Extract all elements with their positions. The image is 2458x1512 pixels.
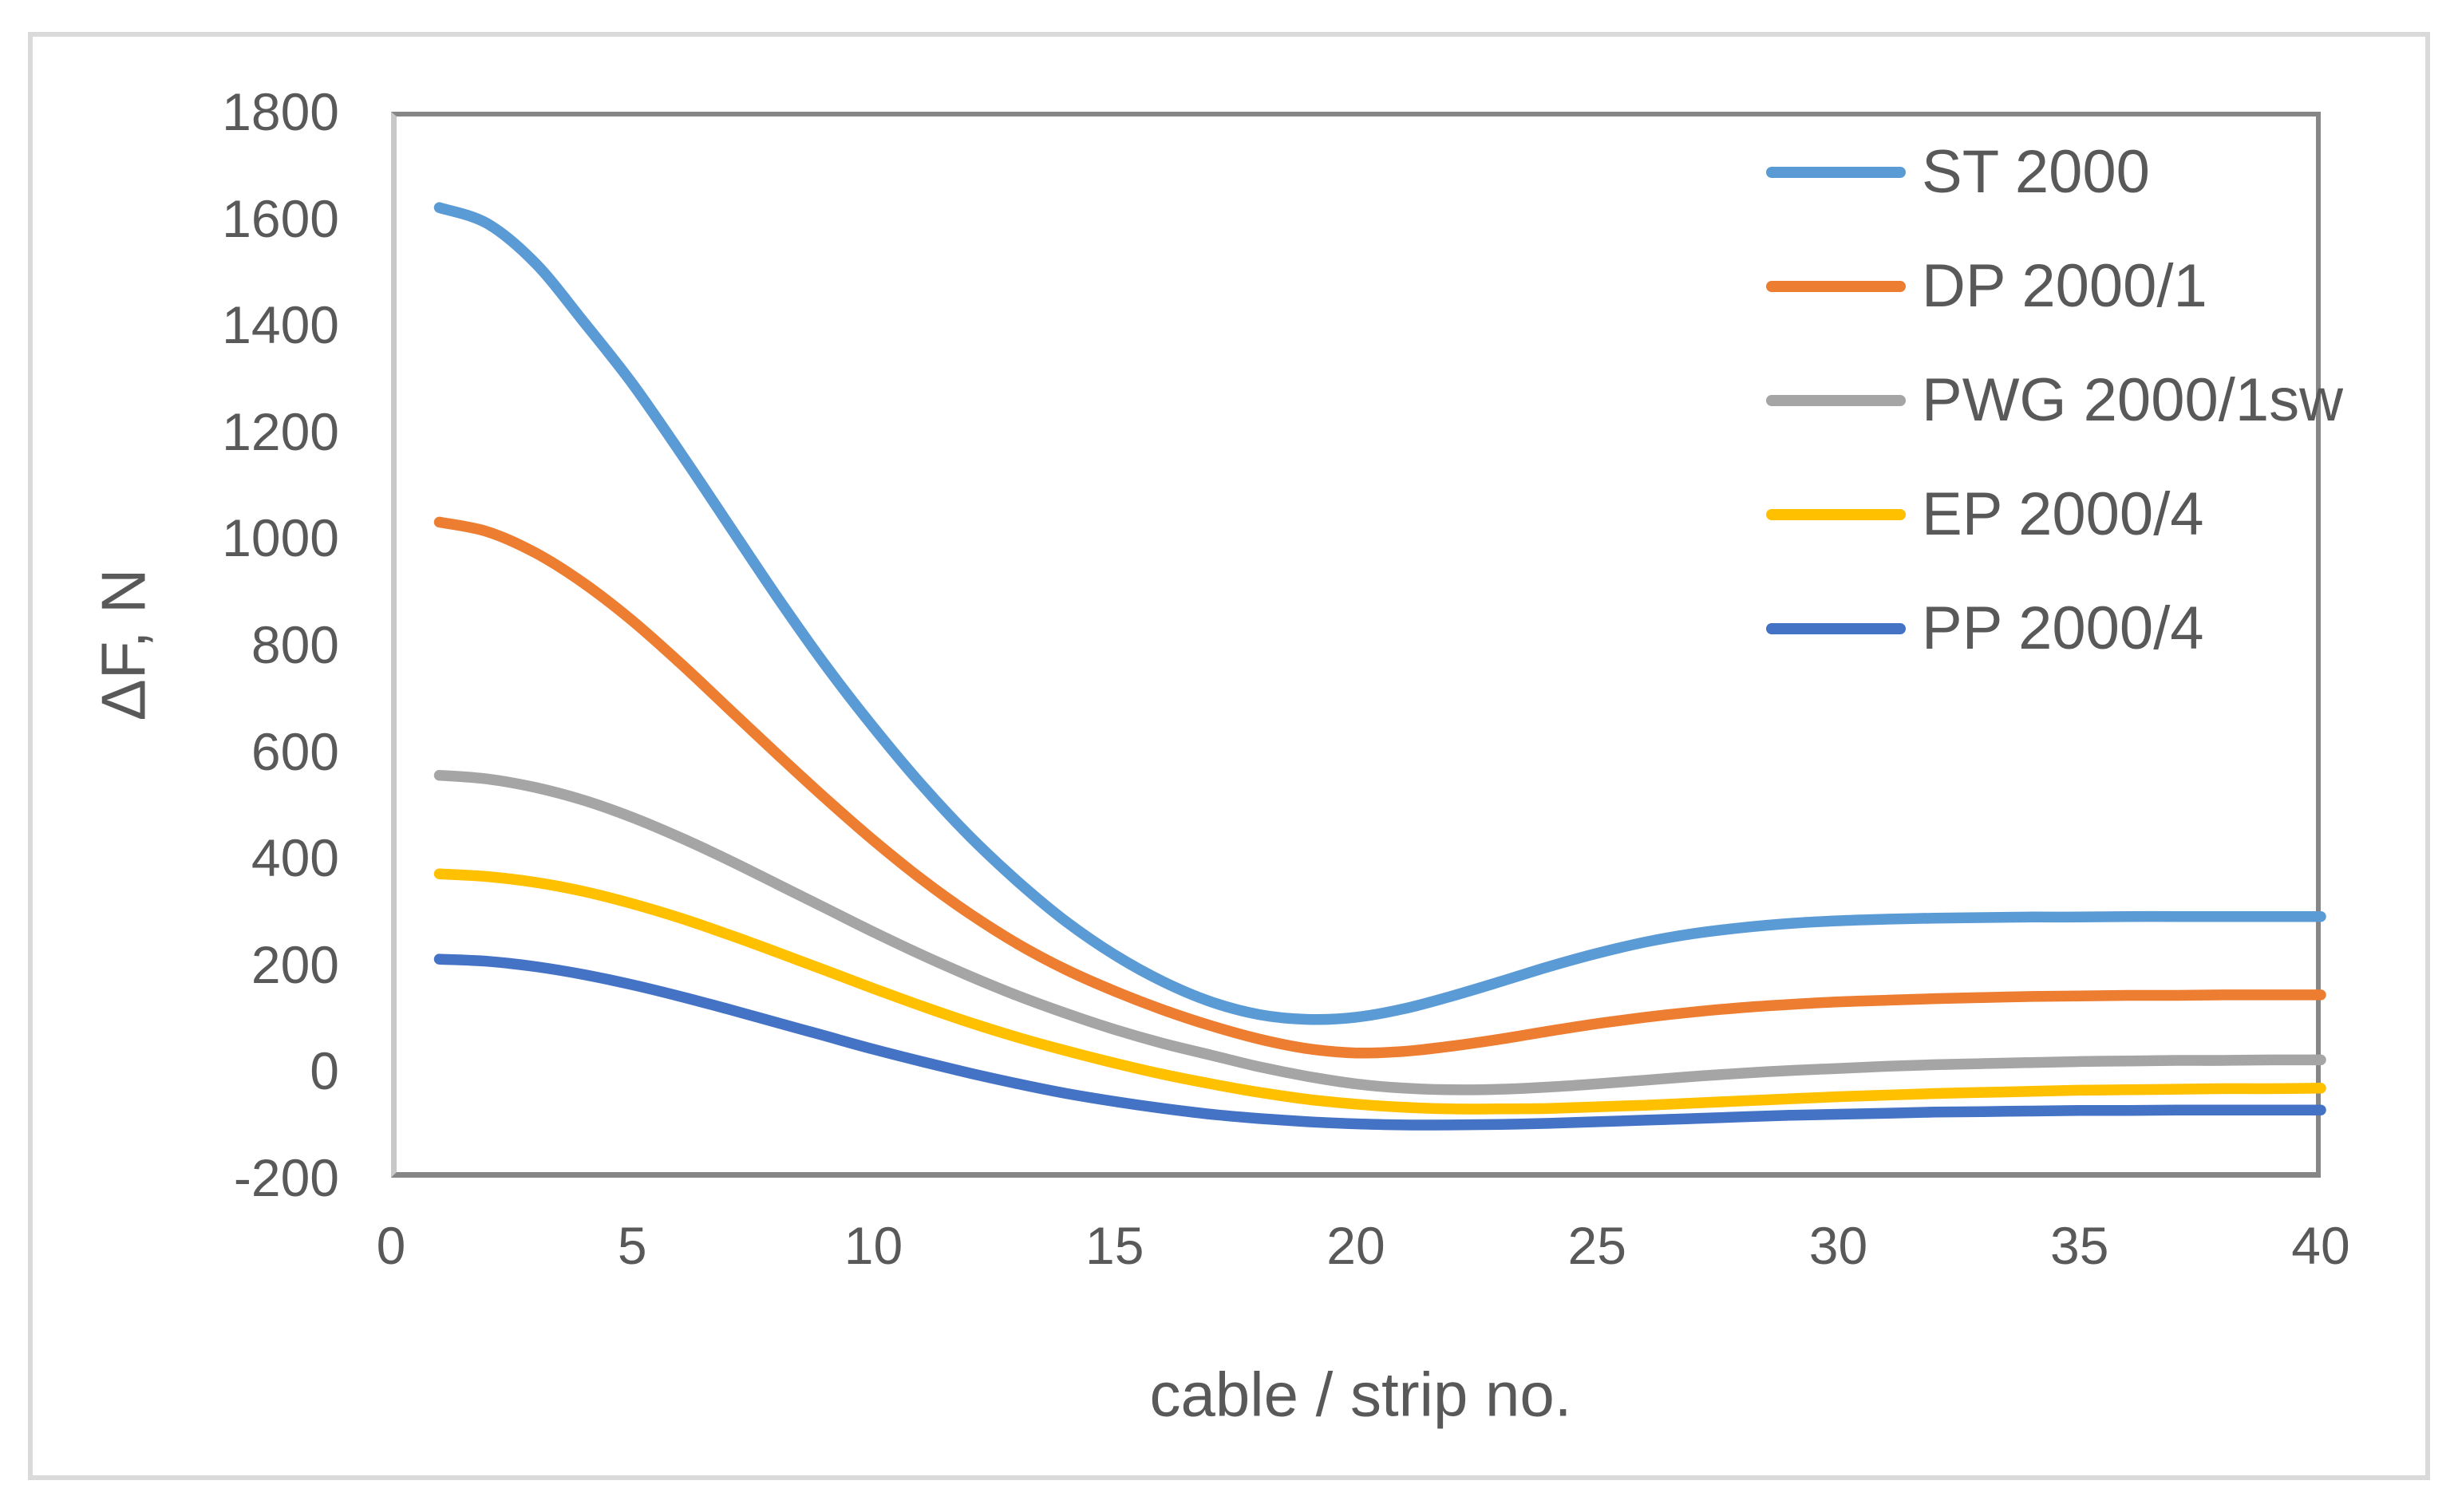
x-tick-label: 0 xyxy=(376,1216,406,1275)
y-tick-label: 1200 xyxy=(222,401,339,461)
y-tick-label: -200 xyxy=(233,1148,339,1207)
x-tick-label: 5 xyxy=(617,1216,647,1275)
x-tick-label: 20 xyxy=(1326,1216,1385,1275)
y-tick-label: 1400 xyxy=(222,295,339,355)
series-line-pp-2000-4 xyxy=(433,953,2326,1131)
x-tick-label: 30 xyxy=(1808,1216,1868,1275)
legend-item-pp-2000-4: PP 2000/4 xyxy=(1766,593,2204,665)
legend-item-dp-2000-1: DP 2000/1 xyxy=(1766,251,2207,322)
x-axis-title: cable / strip no. xyxy=(1149,1359,1572,1430)
y-tick-label: 400 xyxy=(251,828,339,888)
series-line-ep-2000-4 xyxy=(433,868,2326,1115)
legend-swatch-icon xyxy=(1766,281,1906,292)
legend-item-ep-2000-4: EP 2000/4 xyxy=(1766,479,2204,551)
y-tick-label: 1800 xyxy=(222,82,339,141)
legend-label: PWG 2000/1sw xyxy=(1922,366,2343,434)
legend-swatch-icon xyxy=(1766,395,1906,406)
x-tick-label: 25 xyxy=(1567,1216,1626,1275)
legend-swatch-icon xyxy=(1766,509,1906,520)
y-tick-label: 800 xyxy=(251,615,339,674)
legend-label: DP 2000/1 xyxy=(1922,252,2207,320)
series-line-st-2000 xyxy=(433,202,2326,1025)
legend-swatch-icon xyxy=(1766,623,1906,634)
legend-item-pwg-2000-1sw: PWG 2000/1sw xyxy=(1766,365,2343,436)
y-tick-label: 200 xyxy=(251,934,339,994)
x-tick-label: 35 xyxy=(2050,1216,2109,1275)
legend-swatch-icon xyxy=(1766,167,1906,178)
x-tick-label: 40 xyxy=(2291,1216,2350,1275)
y-tick-label: 600 xyxy=(251,721,339,781)
y-tick-label: 1600 xyxy=(222,188,339,248)
legend-label: ST 2000 xyxy=(1922,138,2150,206)
series-line-dp-2000-1 xyxy=(433,516,2326,1059)
y-tick-label: 1000 xyxy=(222,508,339,568)
legend-label: EP 2000/4 xyxy=(1922,480,2204,548)
series-line-pwg-2000-1sw xyxy=(433,769,2326,1096)
legend-label: PP 2000/4 xyxy=(1922,594,2204,662)
y-axis-title: ΔF, N xyxy=(88,568,159,721)
x-tick-label: 10 xyxy=(844,1216,903,1275)
x-tick-label: 15 xyxy=(1085,1216,1144,1275)
y-tick-label: 0 xyxy=(310,1041,339,1101)
legend-item-st-2000: ST 2000 xyxy=(1766,136,2150,208)
